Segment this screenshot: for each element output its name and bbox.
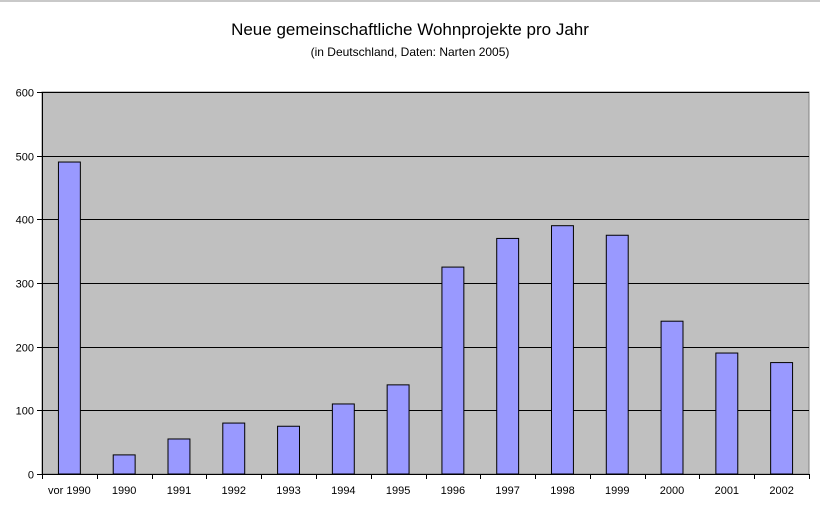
bar xyxy=(222,422,246,475)
bar xyxy=(660,320,684,475)
bar xyxy=(331,403,355,475)
y-tick-label: 600 xyxy=(16,88,34,100)
x-tick-label: 2000 xyxy=(660,485,684,497)
x-tick-label: 1990 xyxy=(112,485,136,497)
bar xyxy=(112,454,136,475)
x-tick-label: 1999 xyxy=(605,485,629,497)
y-tick-label: 500 xyxy=(16,152,34,164)
y-tick-label: 300 xyxy=(16,279,34,291)
bar xyxy=(770,362,794,475)
y-tick-label: 400 xyxy=(16,215,34,227)
x-tick-label: 1995 xyxy=(386,485,410,497)
x-tick-label: 1996 xyxy=(441,485,465,497)
x-tick-label: vor 1990 xyxy=(48,485,91,497)
chart-title: Neue gemeinschaftliche Wohnprojekte pro … xyxy=(231,20,589,39)
bar xyxy=(496,237,520,475)
y-tick-label: 0 xyxy=(28,470,34,482)
x-tick-label: 1998 xyxy=(550,485,574,497)
x-tick-label: 1991 xyxy=(167,485,191,497)
bar xyxy=(167,438,191,475)
x-tick-label: 1993 xyxy=(276,485,300,497)
x-tick-label: 1997 xyxy=(495,485,519,497)
bar xyxy=(386,384,410,475)
x-tick-label: 2001 xyxy=(715,485,739,497)
y-tick-label: 100 xyxy=(16,406,34,418)
top-border xyxy=(0,0,820,2)
x-tick-label: 1994 xyxy=(331,485,355,497)
x-tick-label: 1992 xyxy=(222,485,246,497)
bar xyxy=(441,266,465,475)
bar xyxy=(605,234,629,475)
chart-subtitle: (in Deutschland, Daten: Narten 2005) xyxy=(310,45,510,59)
y-tick-label: 200 xyxy=(16,343,34,355)
x-tick-label: 2002 xyxy=(769,485,793,497)
bar xyxy=(57,161,81,475)
bar xyxy=(715,352,739,475)
bar xyxy=(277,425,300,475)
bar xyxy=(551,225,574,475)
